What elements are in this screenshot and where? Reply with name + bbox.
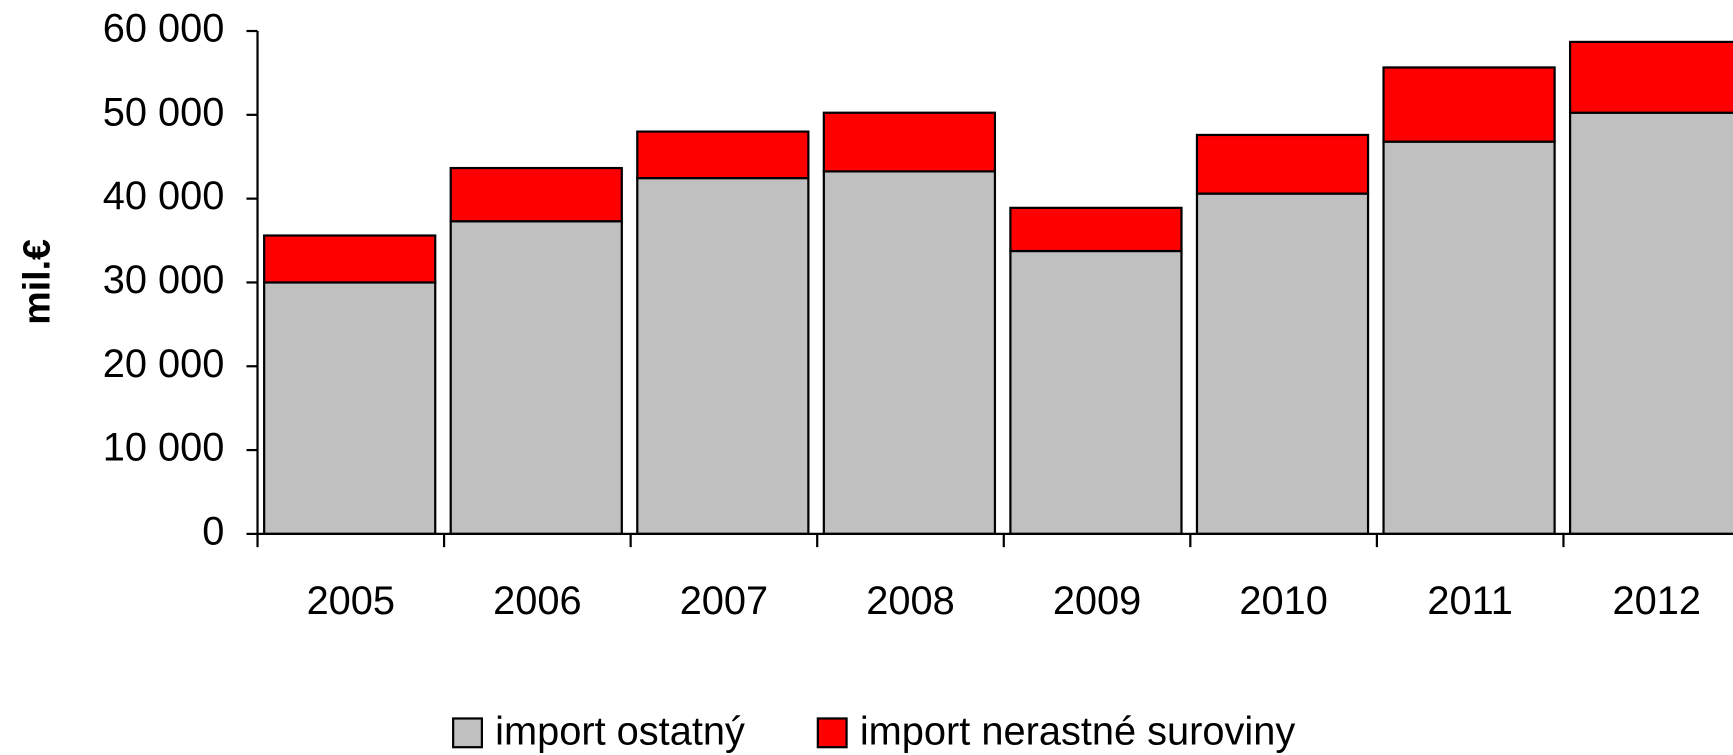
bar-segment [636, 130, 810, 180]
x-tick-label: 2005 [307, 579, 395, 623]
x-tick-label: 2011 [1427, 579, 1513, 623]
x-tick-label: 2007 [680, 579, 768, 623]
bar-segment [636, 176, 810, 535]
y-tick-label: 60 000 [103, 7, 225, 51]
bar-segment [449, 166, 623, 223]
y-tick-label: 30 000 [103, 258, 225, 302]
bar-segment [1009, 249, 1183, 535]
x-tick-label: 2009 [1053, 579, 1141, 623]
bar-segment [1382, 66, 1556, 143]
bar-segment [263, 234, 437, 284]
bar-segment [1195, 192, 1370, 535]
bar-segment [263, 281, 437, 535]
bar-segment [1382, 140, 1556, 535]
legend-label: import ostatný [495, 709, 745, 753]
y-tick-label: 40 000 [103, 174, 225, 218]
legend-swatch [452, 717, 483, 749]
bar-segment [1568, 111, 1733, 535]
x-tick-label: 2006 [493, 579, 581, 623]
bar-segment [449, 220, 623, 535]
y-tick-label: 50 000 [103, 90, 225, 134]
y-tick-label: 0 [202, 509, 224, 553]
x-tick-label: 2010 [1239, 579, 1327, 623]
x-tick-label: 2012 [1613, 579, 1701, 623]
y-tick-label: 10 000 [103, 426, 225, 470]
bar-segment [1009, 206, 1183, 253]
bar-segment [822, 111, 997, 173]
y-axis-label: mil.€ [16, 239, 58, 325]
bar-segment [822, 170, 997, 535]
y-tick-label: 20 000 [103, 342, 225, 386]
bar-segment [1568, 40, 1733, 114]
x-tick-label: 2008 [866, 579, 954, 623]
bar-segment [1195, 133, 1370, 195]
legend-label: import nerastné suroviny [860, 709, 1296, 753]
legend-swatch [816, 717, 848, 749]
